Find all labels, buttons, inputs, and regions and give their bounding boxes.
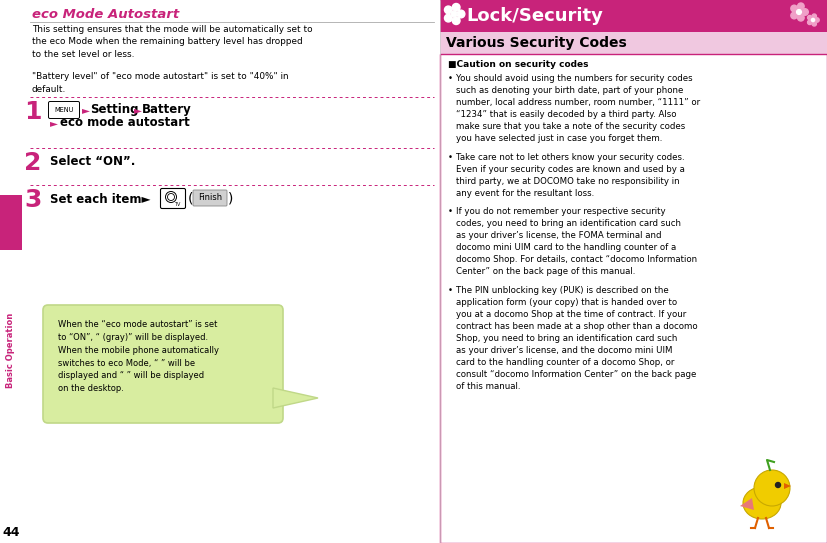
Circle shape bbox=[754, 470, 790, 506]
Polygon shape bbox=[740, 498, 754, 510]
Text: MENU: MENU bbox=[55, 107, 74, 113]
Polygon shape bbox=[273, 388, 318, 408]
Text: Setting: Setting bbox=[90, 104, 138, 117]
Text: •: • bbox=[448, 286, 453, 295]
FancyBboxPatch shape bbox=[49, 102, 79, 118]
Text: 2: 2 bbox=[24, 151, 41, 175]
Text: (: ( bbox=[188, 192, 194, 206]
FancyBboxPatch shape bbox=[440, 54, 827, 543]
Text: Take care not to let others know your security codes.
Even if your security code: Take care not to let others know your se… bbox=[456, 153, 685, 198]
Text: TV: TV bbox=[174, 201, 180, 206]
Circle shape bbox=[791, 12, 797, 19]
Text: ►: ► bbox=[82, 105, 90, 115]
Circle shape bbox=[812, 22, 816, 26]
Circle shape bbox=[807, 20, 812, 24]
FancyBboxPatch shape bbox=[440, 32, 827, 54]
Text: ): ) bbox=[228, 192, 233, 206]
Text: ►: ► bbox=[134, 105, 142, 115]
Circle shape bbox=[811, 18, 815, 22]
Circle shape bbox=[807, 15, 812, 20]
FancyBboxPatch shape bbox=[160, 188, 185, 209]
Circle shape bbox=[797, 3, 804, 10]
Circle shape bbox=[452, 11, 457, 17]
Text: Finish: Finish bbox=[198, 193, 222, 203]
Text: •: • bbox=[448, 153, 453, 162]
Text: eco mode autostart: eco mode autostart bbox=[60, 117, 189, 129]
Text: eco Mode Autostart: eco Mode Autostart bbox=[32, 8, 179, 21]
Text: 3: 3 bbox=[24, 188, 41, 212]
Text: Various Security Codes: Various Security Codes bbox=[446, 36, 627, 50]
Circle shape bbox=[815, 18, 820, 22]
Circle shape bbox=[796, 10, 801, 15]
Circle shape bbox=[812, 14, 816, 18]
Text: Set each item►: Set each item► bbox=[50, 193, 151, 206]
Polygon shape bbox=[784, 483, 791, 489]
Text: ►: ► bbox=[50, 118, 58, 128]
Circle shape bbox=[444, 6, 452, 14]
Text: •: • bbox=[448, 207, 453, 217]
Circle shape bbox=[791, 5, 797, 12]
FancyBboxPatch shape bbox=[43, 305, 283, 423]
Text: Battery: Battery bbox=[142, 104, 192, 117]
Text: Lock/Security: Lock/Security bbox=[466, 7, 603, 25]
Text: If you do not remember your respective security
codes, you need to bring an iden: If you do not remember your respective s… bbox=[456, 207, 697, 276]
Text: The PIN unblocking key (PUK) is described on the
application form (your copy) th: The PIN unblocking key (PUK) is describe… bbox=[456, 286, 698, 391]
Ellipse shape bbox=[743, 487, 781, 519]
Text: You should avoid using the numbers for security codes
such as denoting your birt: You should avoid using the numbers for s… bbox=[456, 74, 700, 143]
Circle shape bbox=[776, 483, 781, 488]
Circle shape bbox=[444, 14, 452, 22]
Circle shape bbox=[452, 3, 460, 11]
Circle shape bbox=[797, 15, 804, 21]
Text: When the “eco mode autostart” is set
to “ON”, “ (gray)” will be displayed.
When : When the “eco mode autostart” is set to … bbox=[58, 320, 219, 393]
FancyBboxPatch shape bbox=[193, 190, 227, 206]
Text: This setting ensures that the mode will be automatically set to
the eco Mode whe: This setting ensures that the mode will … bbox=[32, 25, 313, 59]
Text: •: • bbox=[448, 74, 453, 83]
Text: 44: 44 bbox=[2, 527, 20, 540]
Circle shape bbox=[457, 10, 465, 18]
FancyBboxPatch shape bbox=[440, 0, 827, 32]
Text: ■Caution on security codes: ■Caution on security codes bbox=[448, 60, 589, 69]
Text: "Battery level" of "eco mode autostart" is set to "40%" in
default.: "Battery level" of "eco mode autostart" … bbox=[32, 72, 289, 93]
Circle shape bbox=[452, 17, 460, 24]
Text: Basic Operation: Basic Operation bbox=[7, 312, 16, 388]
Circle shape bbox=[801, 9, 808, 15]
FancyBboxPatch shape bbox=[0, 195, 22, 250]
Text: Select “ON”.: Select “ON”. bbox=[50, 155, 136, 168]
Text: 1: 1 bbox=[24, 100, 41, 124]
